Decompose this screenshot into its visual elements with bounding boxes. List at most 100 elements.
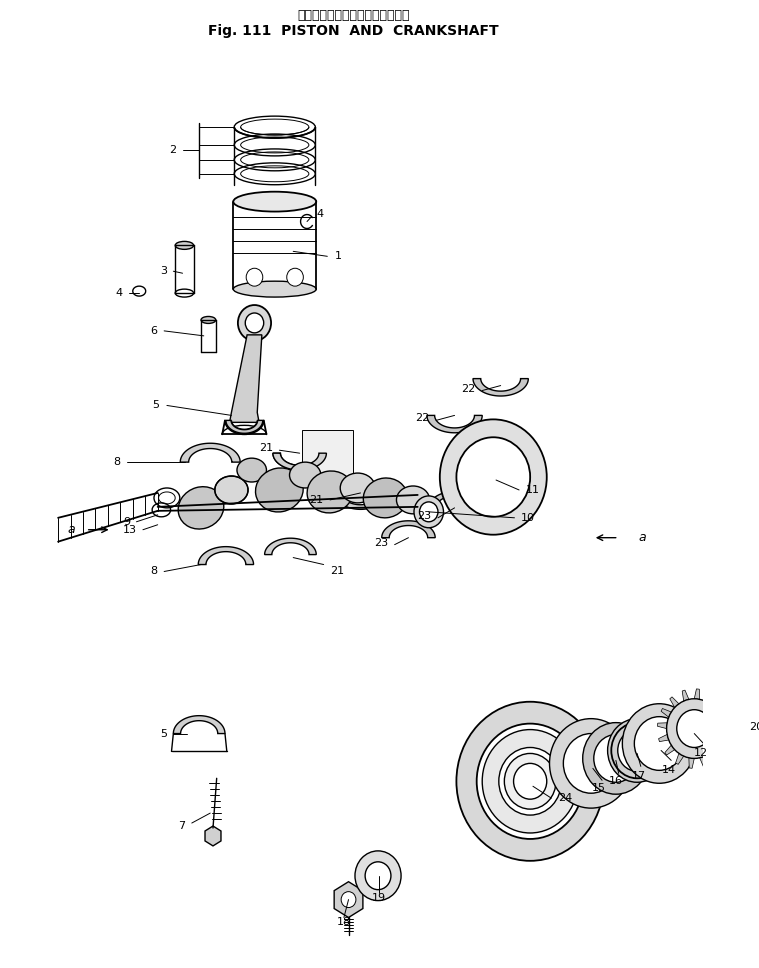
Text: 22: 22 <box>415 413 430 423</box>
Polygon shape <box>273 453 326 470</box>
Circle shape <box>666 699 722 758</box>
Text: 7: 7 <box>178 821 185 831</box>
Text: a: a <box>68 524 75 536</box>
Text: 23: 23 <box>374 537 388 548</box>
Polygon shape <box>717 740 727 748</box>
Circle shape <box>550 718 632 808</box>
Text: 8: 8 <box>150 566 158 577</box>
Text: 10: 10 <box>521 513 535 523</box>
Text: 20: 20 <box>750 721 759 732</box>
Circle shape <box>477 724 584 839</box>
Polygon shape <box>273 453 326 470</box>
Circle shape <box>514 764 546 800</box>
Circle shape <box>563 734 619 793</box>
Circle shape <box>608 718 666 782</box>
Text: 17: 17 <box>632 771 646 781</box>
Polygon shape <box>713 702 723 712</box>
Circle shape <box>245 313 263 333</box>
Polygon shape <box>205 826 221 846</box>
Polygon shape <box>665 745 675 755</box>
Circle shape <box>677 710 712 747</box>
Text: Fig. 111  PISTON  AND  CRANKSHAFT: Fig. 111 PISTON AND CRANKSHAFT <box>208 23 499 38</box>
Ellipse shape <box>289 462 321 488</box>
Text: 18: 18 <box>337 918 351 927</box>
Polygon shape <box>659 735 669 741</box>
Circle shape <box>414 496 443 528</box>
Ellipse shape <box>178 487 224 529</box>
Text: 5: 5 <box>160 729 167 739</box>
Circle shape <box>287 268 304 287</box>
Circle shape <box>365 862 391 890</box>
Ellipse shape <box>175 241 194 250</box>
Polygon shape <box>427 415 482 433</box>
Polygon shape <box>669 697 679 708</box>
Text: 3: 3 <box>160 266 167 276</box>
Polygon shape <box>720 715 730 723</box>
Ellipse shape <box>215 476 248 504</box>
Polygon shape <box>689 758 694 769</box>
Polygon shape <box>682 690 689 701</box>
Text: 15: 15 <box>592 783 606 793</box>
Circle shape <box>622 704 696 783</box>
Ellipse shape <box>364 478 408 518</box>
Polygon shape <box>709 691 754 746</box>
Polygon shape <box>229 335 262 422</box>
Circle shape <box>246 268 263 287</box>
Polygon shape <box>694 689 700 699</box>
Text: 13: 13 <box>122 525 137 534</box>
Text: 24: 24 <box>558 793 572 803</box>
Text: 21: 21 <box>330 566 345 577</box>
Polygon shape <box>334 882 363 918</box>
Text: 19: 19 <box>372 892 386 902</box>
Circle shape <box>439 419 546 534</box>
Circle shape <box>238 305 271 341</box>
Polygon shape <box>180 443 240 462</box>
Polygon shape <box>661 709 671 717</box>
Ellipse shape <box>233 192 317 212</box>
Polygon shape <box>705 693 713 704</box>
Polygon shape <box>265 538 317 555</box>
Text: 16: 16 <box>609 776 623 786</box>
Polygon shape <box>429 492 480 508</box>
Ellipse shape <box>340 473 375 503</box>
Circle shape <box>583 723 649 794</box>
Polygon shape <box>173 715 225 734</box>
Ellipse shape <box>307 471 353 513</box>
Text: 5: 5 <box>153 401 159 410</box>
Text: 14: 14 <box>661 766 676 775</box>
Text: 8: 8 <box>114 457 121 468</box>
Circle shape <box>420 501 438 522</box>
Circle shape <box>355 851 401 900</box>
Polygon shape <box>335 493 386 509</box>
Circle shape <box>618 730 657 771</box>
Circle shape <box>594 735 638 782</box>
Circle shape <box>482 730 578 833</box>
Text: ピストンおよびクランクシャフト: ピストンおよびクランクシャフト <box>297 10 409 22</box>
Circle shape <box>456 438 530 517</box>
Text: 22: 22 <box>461 383 476 394</box>
Ellipse shape <box>396 486 430 514</box>
Ellipse shape <box>237 458 266 482</box>
Ellipse shape <box>256 468 304 512</box>
Circle shape <box>456 702 604 861</box>
Circle shape <box>635 716 684 771</box>
Ellipse shape <box>175 289 194 297</box>
Text: 11: 11 <box>525 485 540 495</box>
Text: 21: 21 <box>259 443 273 453</box>
Polygon shape <box>226 420 263 434</box>
Text: 6: 6 <box>151 326 158 336</box>
Circle shape <box>341 892 356 908</box>
Text: 9: 9 <box>123 517 130 527</box>
Polygon shape <box>710 749 719 760</box>
Bar <box>302 431 353 478</box>
Circle shape <box>716 702 747 736</box>
Polygon shape <box>382 521 435 537</box>
Polygon shape <box>700 756 707 767</box>
Polygon shape <box>676 753 684 765</box>
Text: 4: 4 <box>317 208 323 219</box>
Text: 12: 12 <box>694 748 708 759</box>
Text: 23: 23 <box>417 511 432 521</box>
Circle shape <box>499 747 562 815</box>
Polygon shape <box>657 723 667 729</box>
Text: a: a <box>639 531 647 544</box>
